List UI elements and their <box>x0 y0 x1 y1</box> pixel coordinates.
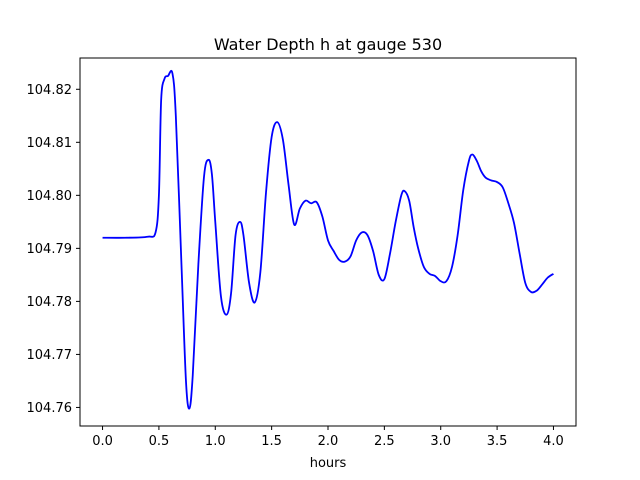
y-tick-label: 104.76 <box>27 401 73 416</box>
x-tick-label: 2.5 <box>374 434 395 449</box>
y-tick-label: 104.78 <box>27 295 73 310</box>
x-tick-label: 4.0 <box>543 434 564 449</box>
x-tick-label: 3.0 <box>430 434 451 449</box>
plot-area <box>79 57 577 427</box>
y-tick-label: 104.79 <box>27 242 73 257</box>
x-tick-label: 1.0 <box>205 434 226 449</box>
series-line-0 <box>102 69 554 410</box>
x-tick-label: 0.0 <box>92 434 113 449</box>
x-tick-label: 0.5 <box>149 434 170 449</box>
x-tick-label: 1.5 <box>261 434 282 449</box>
y-tick-label: 104.77 <box>27 348 73 363</box>
y-tick-label: 104.80 <box>27 189 73 204</box>
x-axis: 0.0 0.5 1.0 1.5 2.0 2.5 3.0 3.5 4.0 <box>92 426 564 449</box>
x-tick-label: 3.5 <box>487 434 508 449</box>
chart-title: Water Depth h at gauge 530 <box>214 35 442 54</box>
x-tick-label: 2.0 <box>318 434 339 449</box>
y-tick-label: 104.81 <box>27 136 73 151</box>
y-tick-label: 104.82 <box>27 83 73 98</box>
x-axis-label: hours <box>310 456 347 471</box>
y-axis: 104.76 104.77 104.78 104.79 104.80 104.81 104.… <box>27 83 80 416</box>
